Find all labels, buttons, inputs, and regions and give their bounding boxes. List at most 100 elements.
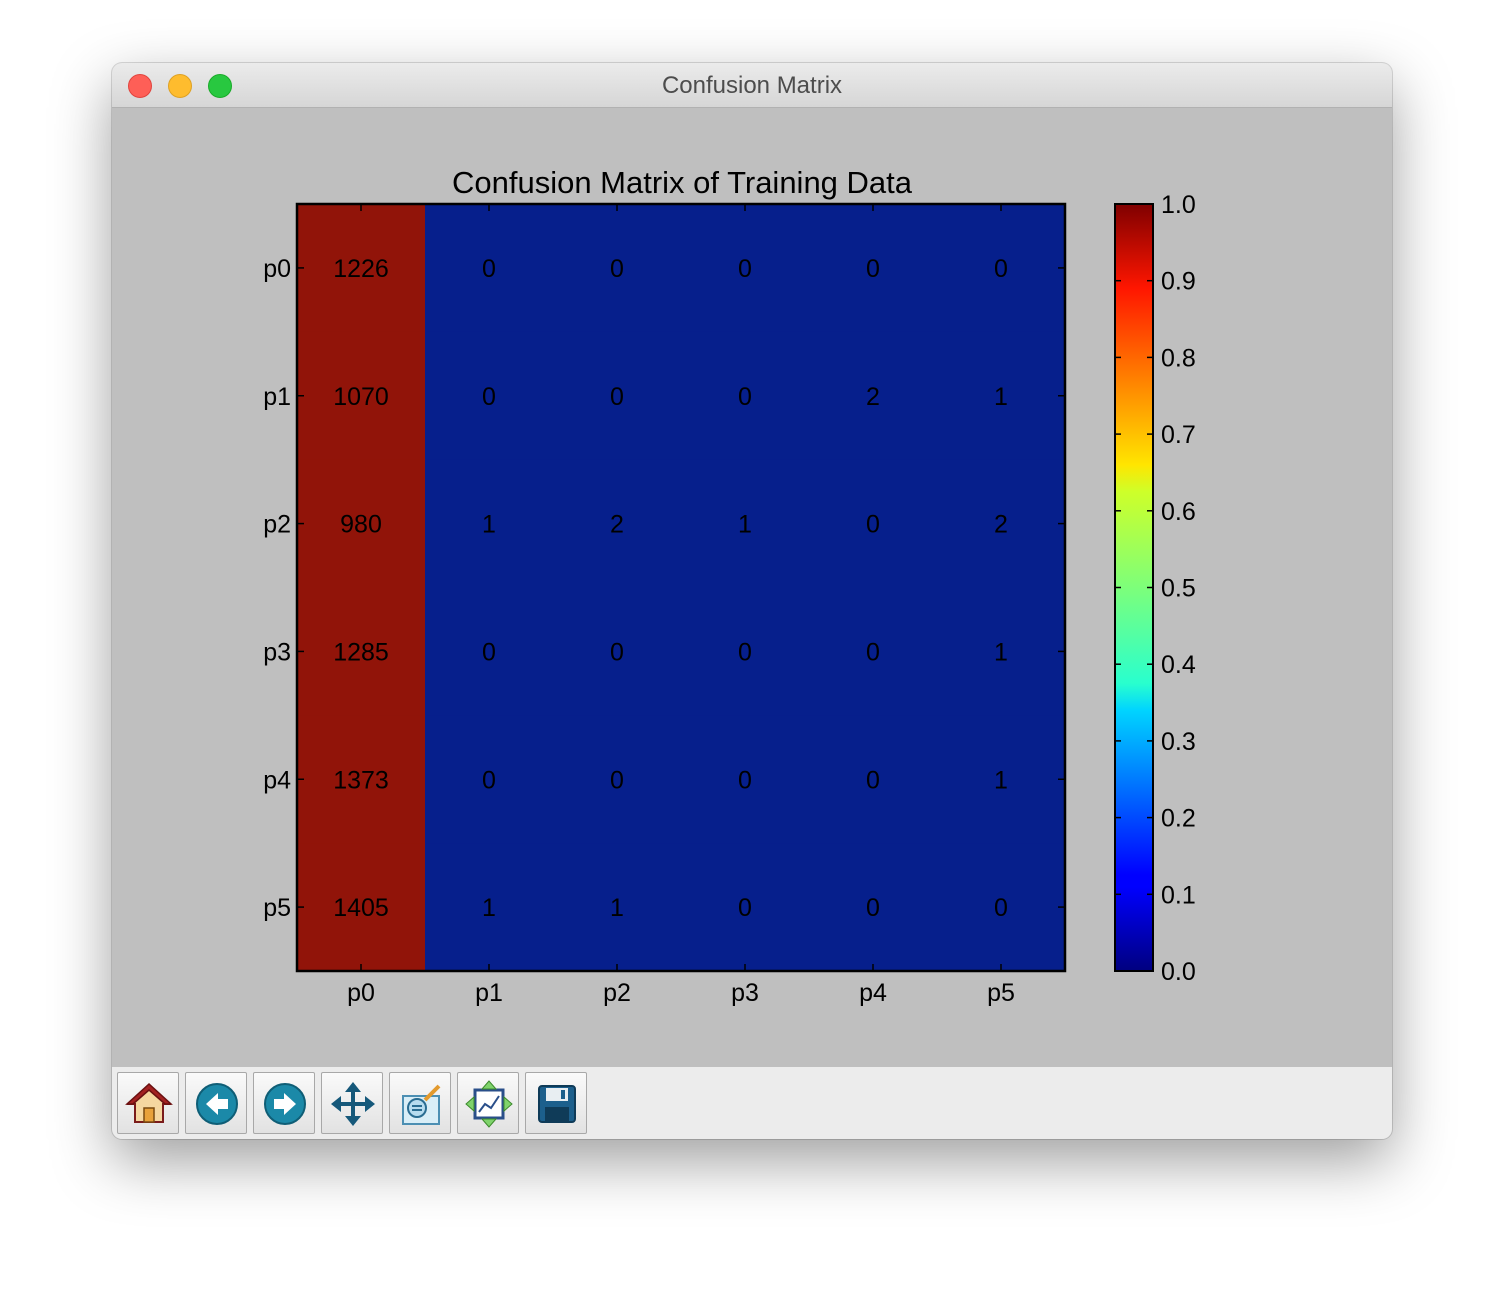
plot-frame <box>295 202 1067 973</box>
heatmap-cell <box>553 331 682 461</box>
floppy-disk-icon <box>538 1085 576 1123</box>
save-button[interactable] <box>525 1072 587 1134</box>
heatmap-cell <box>937 204 1066 333</box>
heatmap-cells <box>297 204 1066 972</box>
cell-value-label: 0 <box>738 383 752 411</box>
colorbar-ticks: 0.0 0.1 0.2 0.3 0.4 0.5 0.6 0.7 0.8 0.9 1.0 <box>1115 191 1196 986</box>
cell-value-label: 1 <box>482 894 496 922</box>
colorbar-tick-label: 0.2 <box>1161 805 1196 833</box>
cell-value-label: 0 <box>738 255 752 283</box>
heatmap-cell <box>809 204 938 333</box>
chart-title: Confusion Matrix of Training Data <box>452 165 913 200</box>
cell-value-label: 2 <box>866 383 880 411</box>
cell-value-label: 1 <box>994 638 1008 666</box>
cell-value-label: 0 <box>610 383 624 411</box>
cell-value-label: 0 <box>482 766 496 794</box>
cell-value-label: 0 <box>994 894 1008 922</box>
cell-value-label: 0 <box>482 255 496 283</box>
cell-value-label: 1 <box>738 511 752 539</box>
heatmap-cell <box>553 204 682 333</box>
heatmap-cell <box>681 843 810 972</box>
cell-value-label: 2 <box>610 511 624 539</box>
cell-value-label: 0 <box>866 638 880 666</box>
x-tick-label: p5 <box>987 979 1015 1007</box>
heatmap-cell <box>937 331 1066 461</box>
y-tick-label: p2 <box>263 511 291 539</box>
zoom-button[interactable] <box>389 1072 451 1134</box>
colorbar-tick-label: 0.7 <box>1161 421 1196 449</box>
cell-value-label: 1226 <box>333 255 389 283</box>
colorbar-tick-label: 0.6 <box>1161 498 1196 526</box>
cell-value-label: 0 <box>866 766 880 794</box>
colorbar-tick-label: 0.3 <box>1161 728 1196 756</box>
cell-value-label: 1 <box>994 383 1008 411</box>
y-tick-label: p1 <box>263 383 291 411</box>
heatmap-cell <box>809 843 938 972</box>
cell-value-label: 0 <box>738 638 752 666</box>
home-button[interactable] <box>117 1072 179 1134</box>
colorbar-tick-label: 0.4 <box>1161 651 1196 679</box>
cell-value-label: 0 <box>610 766 624 794</box>
home-icon <box>125 1082 173 1123</box>
heatmap-cell <box>681 715 810 844</box>
x-tick-label: p1 <box>475 979 503 1007</box>
colorbar-tick-label: 1.0 <box>1161 191 1196 219</box>
confusion-matrix-chart: Confusion Matrix of Training Data 1226 0 0… <box>263 165 1196 1007</box>
y-tick-label: p4 <box>263 766 291 794</box>
figure-canvas[interactable]: Confusion Matrix of Training Data 1226 0 0… <box>112 108 1392 1066</box>
heatmap-cell <box>297 331 426 461</box>
heatmap-cell <box>937 459 1066 589</box>
heatmap-cell <box>297 204 426 333</box>
heatmap-cell <box>809 331 938 461</box>
maximize-window-button[interactable] <box>208 74 232 98</box>
cell-value-label: 0 <box>482 638 496 666</box>
heatmap-cell-labels: 1226 0 0 0 0 0 1070 0 0 0 2 1 980 1 2 1 0 2 1285 0 0 0 0 1 1373 0… <box>333 255 1008 922</box>
heatmap-cell <box>937 715 1066 844</box>
x-tick-label: p2 <box>603 979 631 1007</box>
arrow-left-icon <box>196 1083 238 1125</box>
x-tick-label: p4 <box>859 979 887 1007</box>
y-tick-label: p0 <box>263 255 291 283</box>
cell-value-label: 0 <box>866 894 880 922</box>
cell-value-label: 1070 <box>333 383 389 411</box>
close-window-button[interactable] <box>128 74 152 98</box>
app-window: Confusion Matrix Confusion Matrix of Tra <box>112 63 1392 1139</box>
heatmap-cell <box>297 715 426 844</box>
move-arrows-icon <box>331 1082 375 1126</box>
heatmap-cell <box>553 715 682 844</box>
colorbar-tick-label: 0.5 <box>1161 575 1196 603</box>
back-button[interactable] <box>185 1072 247 1134</box>
heatmap-cell <box>681 587 810 716</box>
colorbar-tick-label: 0.1 <box>1161 881 1196 909</box>
heatmap-cell <box>681 459 810 589</box>
cell-value-label: 0 <box>738 894 752 922</box>
cell-value-label: 0 <box>482 383 496 411</box>
window-title: Confusion Matrix <box>661 72 843 99</box>
x-tick-label: p0 <box>347 979 375 1007</box>
colorbar-tick-label: 0.9 <box>1161 268 1196 296</box>
heatmap-cell <box>553 843 682 972</box>
y-tick-label: p3 <box>263 638 291 666</box>
heatmap-cell <box>425 843 554 972</box>
title-bar: Confusion Matrix <box>112 63 1392 108</box>
pan-button[interactable] <box>321 1072 383 1134</box>
heatmap-cell <box>297 843 426 972</box>
heatmap-cell <box>809 715 938 844</box>
heatmap-cell <box>937 843 1066 972</box>
heatmap-cell <box>425 204 554 333</box>
heatmap-cell <box>425 715 554 844</box>
heatmap-cell <box>553 587 682 716</box>
cell-value-label: 0 <box>738 766 752 794</box>
subplots-button[interactable] <box>457 1072 519 1134</box>
heatmap-cell <box>297 459 426 589</box>
heatmap-cell <box>809 459 938 589</box>
heatmap-cell <box>937 587 1066 716</box>
subplots-icon <box>465 1080 513 1128</box>
cell-value-label: 0 <box>610 255 624 283</box>
heatmap-cell <box>425 587 554 716</box>
minimize-window-button[interactable] <box>168 74 192 98</box>
colorbar-tick-label: 0.0 <box>1161 958 1196 986</box>
heatmap-cell <box>425 331 554 461</box>
cell-value-label: 0 <box>610 638 624 666</box>
forward-button[interactable] <box>253 1072 315 1134</box>
